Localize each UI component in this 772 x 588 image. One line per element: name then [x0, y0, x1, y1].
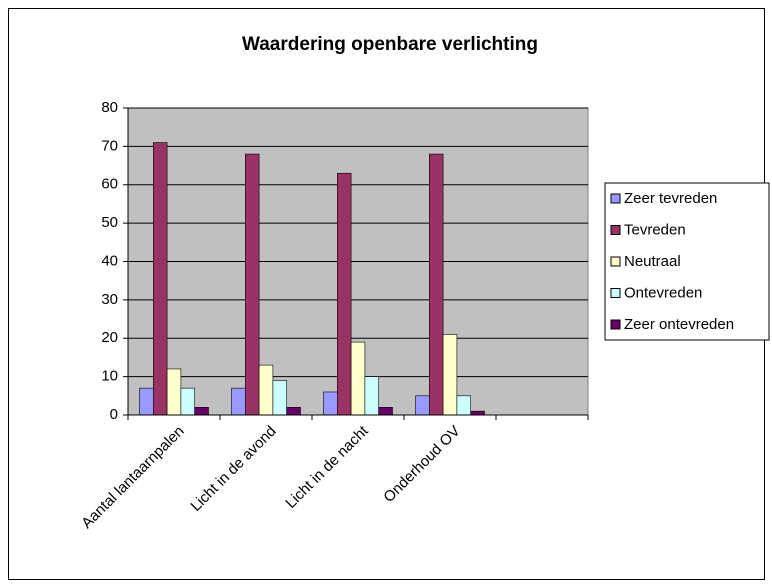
- y-tick-label: 50: [101, 214, 118, 231]
- bar: [364, 376, 379, 416]
- y-tick-label: 10: [101, 368, 118, 385]
- bar: [428, 153, 444, 416]
- legend-label: Tevreden: [624, 221, 686, 238]
- legend-label: Ontevreden: [624, 284, 702, 301]
- bar: [350, 341, 366, 416]
- legend-label: Neutraal: [624, 253, 681, 270]
- legend-swatch: [610, 256, 621, 267]
- legend-swatch: [610, 193, 621, 204]
- chart-title: Waardering openbare verlichting: [242, 34, 538, 55]
- bar: [415, 395, 430, 416]
- bar: [272, 380, 287, 416]
- bar: [456, 395, 471, 416]
- legend-box: [604, 182, 770, 341]
- bar: [442, 334, 458, 416]
- y-tick-label: 60: [101, 176, 118, 193]
- bar: [231, 387, 246, 416]
- y-tick-label: 0: [110, 406, 118, 423]
- bar: [180, 387, 195, 416]
- bar: [336, 172, 352, 416]
- bar: [258, 364, 274, 416]
- y-tick-label: 70: [101, 137, 118, 154]
- legend-swatch: [610, 225, 621, 235]
- y-tick-label: 80: [101, 99, 118, 116]
- legend-label: Zeer tevreden: [624, 190, 717, 207]
- bar: [245, 153, 260, 416]
- bar: [166, 368, 182, 416]
- bar: [378, 407, 393, 416]
- y-tick-label: 30: [101, 291, 118, 308]
- bar: [139, 387, 154, 416]
- legend-label: Zeer ontevreden: [624, 316, 734, 333]
- bar: [194, 407, 209, 416]
- legend-swatch: [610, 288, 621, 298]
- y-tick-label: 40: [101, 252, 118, 269]
- bar: [286, 407, 301, 416]
- y-tick-label: 20: [101, 329, 118, 346]
- legend-swatch: [610, 319, 621, 330]
- bar: [470, 410, 485, 416]
- bar: [323, 391, 338, 416]
- bar: [153, 142, 168, 416]
